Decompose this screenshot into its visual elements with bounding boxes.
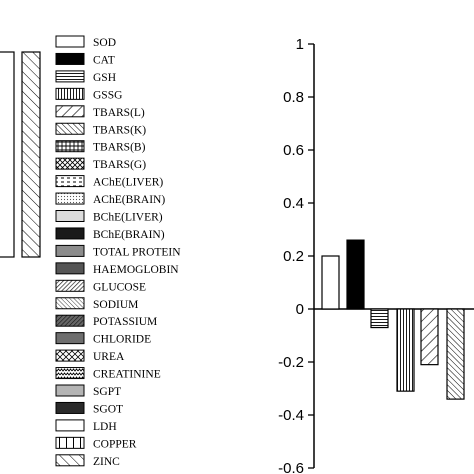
legend-swatch-glucose [55,279,85,292]
legend-swatch-sgpt [55,384,85,397]
y-tick-label: 0.4 [283,195,304,212]
legend-label-chloride: CHLORIDE [93,334,151,346]
legend-label-cat: CAT [93,54,115,66]
bar-sod [321,255,340,310]
bar-tbars-k [446,308,465,400]
left-partial-bar-2 [21,51,41,258]
legend-swatch-gsh [55,70,85,83]
bar-cat [346,239,365,310]
legend-swatch-tbars-l [55,105,85,118]
legend-swatch-bche-liver [55,210,85,222]
legend-swatch-tbars-k [55,122,85,135]
y-tick-label: 0 [296,301,304,318]
left-partial-bar-1 [0,51,15,258]
legend-swatch-ache-brain [55,192,85,205]
y-tick-label: 0.6 [283,142,304,159]
legend-swatch-total-protein [55,244,85,257]
legend-label-urea: UREA [93,351,125,363]
legend-label-tbars-g: TBARS(G) [93,159,146,171]
legend-swatch-chloride [55,332,85,345]
legend-label-zinc: ZINC [93,456,120,468]
legend-swatch-ldh [55,419,85,432]
legend-label-tbars-b: TBARS(B) [93,142,146,154]
legend-swatch-haemoglobin [55,262,85,275]
legend-label-tbars-l: TBARS(L) [93,107,145,119]
legend-label-gsh: GSH [93,72,116,84]
legend-swatch-creatinine [55,367,85,380]
legend-label-tbars-k: TBARS(K) [93,124,146,136]
y-tick-label: 1 [296,36,304,53]
legend-swatch-ache-liver [55,175,85,188]
legend-swatch-copper [55,436,85,449]
y-tick-label: -0.4 [278,407,304,424]
legend-swatch-zinc [55,454,85,467]
legend-swatch-cat [55,52,85,65]
y-tick-label: 0.8 [283,89,304,106]
legend-label-sodium: SODIUM [93,299,138,311]
legend-label-bche-liver: BChE(LIVER) [93,212,163,224]
legend-label-bche-brain: BChE(BRAIN) [93,229,165,241]
legend-swatch-bche-brain [55,227,85,240]
bar-gssg [396,308,415,392]
legend-label-total-protein: TOTAL PROTEIN [93,246,181,258]
legend: SOD CAT GSH GSSG TBARS(L) TBARS(K) TBARS(B) TBA… [55,35,181,468]
y-axis: 1 0.8 0.6 0.4 0.2 0 -0.2 -0.4 -0.6 [278,36,474,474]
legend-label-haemoglobin: HAEMOGLOBIN [93,264,179,276]
legend-label-ache-liver: AChE(LIVER) [93,177,163,189]
legend-label-copper: COPPER [93,438,137,450]
legend-label-ldh: LDH [93,421,117,433]
legend-swatch-gssg [55,87,85,100]
legend-label-ache-brain: AChE(BRAIN) [93,194,165,206]
legend-swatch-tbars-g [55,157,85,170]
legend-swatch-sgot [55,401,85,414]
legend-swatch-urea [55,349,85,362]
legend-label-sod: SOD [93,37,116,49]
legend-swatch-sodium [55,297,85,310]
y-tick-label: -0.6 [278,460,304,474]
legend-label-creatinine: CREATININE [93,369,161,381]
legend-label-sgpt: SGPT [93,386,121,398]
legend-swatch-tbars-b [55,140,85,153]
legend-label-potassium: POTASSIUM [93,316,157,328]
bar-gsh [370,308,389,329]
legend-label-glucose: GLUCOSE [93,281,146,293]
legend-label-gssg: GSSG [93,89,122,101]
bars [321,239,465,400]
bar-tbars-l [420,308,439,366]
legend-label-sgot: SGOT [93,403,123,415]
y-tick-label: -0.2 [278,354,304,371]
legend-swatch-sod [55,35,85,48]
y-tick-label: 0.2 [283,248,304,265]
left-partial-bars [0,51,41,258]
legend-swatch-potassium [55,314,85,327]
